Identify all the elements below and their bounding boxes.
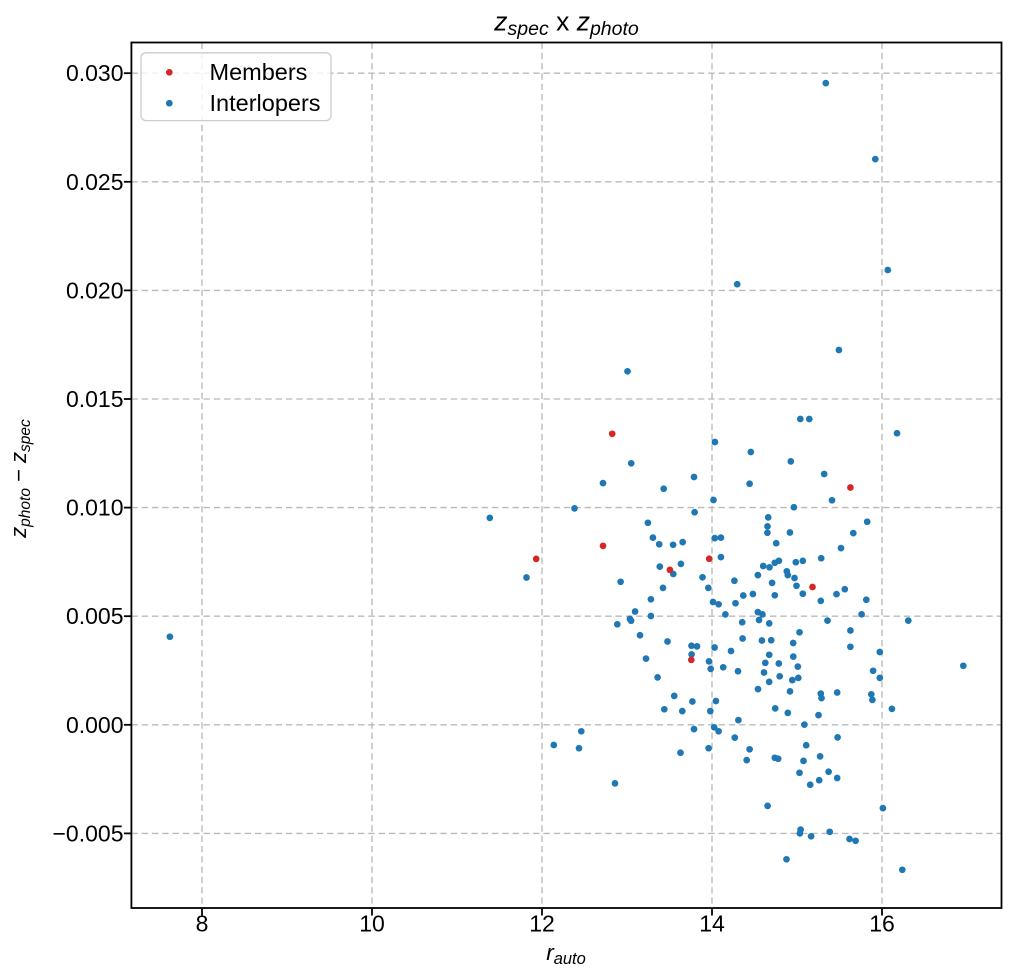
svg-text:0.030: 0.030 <box>66 60 124 86</box>
svg-text:12: 12 <box>529 911 555 937</box>
svg-text:10: 10 <box>359 911 385 937</box>
svg-text:0.000: 0.000 <box>66 712 124 738</box>
svg-text:0.015: 0.015 <box>66 386 124 412</box>
svg-text:0.020: 0.020 <box>66 277 124 303</box>
svg-text:−0.005: −0.005 <box>53 820 124 846</box>
svg-text:14: 14 <box>699 911 725 937</box>
svg-text:Members: Members <box>210 59 308 85</box>
svg-text:8: 8 <box>196 911 209 937</box>
svg-text:0.005: 0.005 <box>66 603 124 629</box>
svg-text:Interlopers: Interlopers <box>210 90 321 116</box>
svg-text:16: 16 <box>869 911 895 937</box>
svg-text:0.025: 0.025 <box>66 169 124 195</box>
svg-text:0.010: 0.010 <box>66 495 124 521</box>
